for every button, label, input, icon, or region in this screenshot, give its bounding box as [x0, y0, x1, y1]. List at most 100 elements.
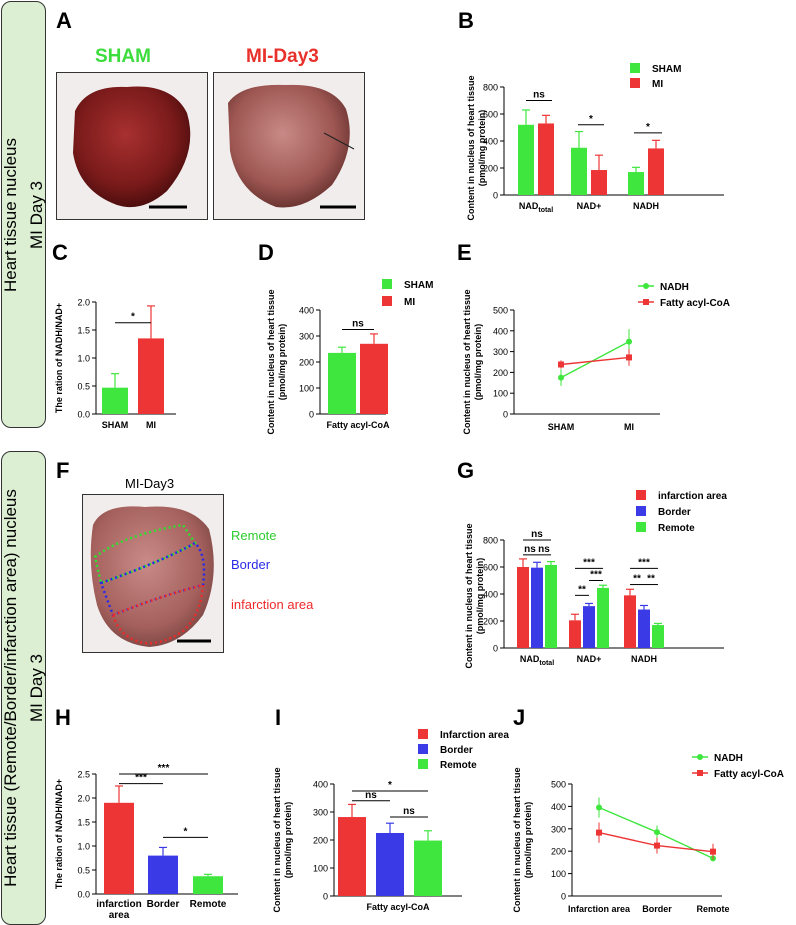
- legend-swatch: [636, 506, 646, 516]
- x-tick-label: Infarction area: [568, 904, 631, 914]
- legend-swatch: [418, 744, 428, 754]
- x-tick-label: infarction: [96, 899, 142, 910]
- data-point: [596, 804, 602, 811]
- y-tick-label: 400: [493, 326, 508, 336]
- significance-label: ***: [590, 570, 602, 581]
- y-tick-label: 200: [483, 617, 498, 627]
- y-tick-label: 100: [551, 869, 566, 879]
- chart-b: 0 200 400 600 800 Content in nucleus of heart…: [466, 63, 724, 221]
- y-tick-label: 100: [313, 864, 328, 874]
- y-axis-label-unit: (pmol/mg protein): [477, 110, 487, 187]
- y-tick-label: 0: [493, 644, 498, 654]
- panel-f-title: MI-Day3: [125, 476, 175, 491]
- y-tick-label: 0: [309, 410, 314, 420]
- chart-j: 0 100 200 300 400 500 Content in nucleus of he…: [512, 753, 784, 914]
- bar: [148, 855, 178, 894]
- sidebar-bottom-line1: Heart tissue (Remote/Border/infarction a…: [0, 489, 20, 887]
- mi-photo-title: MI-Day3: [246, 46, 319, 67]
- data-point: [710, 848, 716, 855]
- data-point: [596, 829, 602, 836]
- legend-swatch: [630, 63, 640, 73]
- y-tick-label: 200: [493, 368, 508, 378]
- x-tick-label: NAD+: [577, 654, 602, 664]
- y-axis-label: Content in nucleus of heart tissue: [466, 75, 476, 220]
- panel-label-i: I: [275, 705, 282, 730]
- x-tick-label: Remote: [190, 899, 227, 910]
- legend-marker: [697, 754, 703, 760]
- sidebar-top-line1: Heart tissue nucleus: [0, 137, 20, 292]
- remote-label: Remote: [231, 528, 277, 543]
- y-tick-label: 500: [493, 306, 508, 316]
- panel-label-g: G: [457, 458, 475, 483]
- legend-swatch: [418, 759, 428, 769]
- legend-swatch: [636, 490, 646, 500]
- y-axis-label: Content in nucleus of heart tissue: [266, 289, 276, 434]
- bar: [545, 564, 557, 648]
- significance-label: ***: [135, 773, 147, 784]
- legend-swatch: [630, 78, 640, 88]
- y-tick-label: 200: [299, 358, 314, 368]
- y-tick-label: 500: [551, 780, 566, 790]
- legend-swatch: [382, 279, 392, 289]
- legend-marker: [697, 770, 703, 776]
- significance-label: ns: [531, 529, 543, 540]
- y-tick-label: 0.0: [77, 890, 90, 900]
- y-tick-label: 1.0: [77, 354, 90, 364]
- bar: [652, 625, 664, 648]
- legend-marker: [643, 299, 649, 305]
- x-tick-label: MI: [624, 422, 634, 432]
- y-tick-label: 2.0: [77, 794, 90, 804]
- mi-heart-photo: [213, 72, 365, 220]
- sidebar-top: Heart tissue nucleus MI Day 3: [1, 1, 46, 428]
- legend-label: MI: [652, 79, 663, 90]
- bar: [571, 147, 587, 195]
- y-tick-label: 300: [313, 808, 328, 818]
- y-tick-label: 400: [483, 137, 498, 147]
- y-tick-label: 400: [313, 780, 328, 790]
- y-tick-label: 1.0: [77, 842, 90, 852]
- bar: [328, 352, 356, 414]
- x-tick-label: Fatty acyl-CoA: [326, 420, 390, 430]
- legend-swatch: [636, 522, 646, 532]
- legend-label: Fatty acyl-CoA: [660, 298, 730, 309]
- panel-label-c: C: [52, 240, 68, 265]
- bar: [569, 620, 581, 648]
- significance-label: *: [184, 826, 188, 837]
- sidebar-bottom-line2: MI Day 3: [26, 653, 46, 723]
- y-axis-label: Content in nucleus of heart tissue: [512, 767, 522, 912]
- significance-label: ***: [158, 763, 170, 774]
- bar: [597, 587, 609, 648]
- series-line: [560, 356, 630, 366]
- panel-label-j: J: [513, 705, 526, 730]
- y-axis-label-unit: (pmol/mg protein): [475, 558, 485, 635]
- panel-label-h: H: [55, 705, 71, 730]
- data-point: [626, 354, 632, 361]
- bar: [102, 387, 128, 414]
- legend-label: NADH: [714, 753, 743, 764]
- y-tick-label: 600: [483, 110, 498, 120]
- data-point: [558, 374, 564, 381]
- panel-label-d: D: [258, 240, 274, 265]
- bar: [518, 124, 534, 195]
- x-tick-label: SHAM: [102, 420, 129, 430]
- y-tick-label: 100: [493, 389, 508, 399]
- chart-h: 0.0 0.5 1.0 1.5 2.0 2.5 The ration of NADH/NAD…: [54, 763, 238, 921]
- legend-label: SHAM: [404, 280, 433, 291]
- legend-label: MI: [404, 297, 415, 308]
- x-tick-label: MI: [146, 420, 156, 430]
- bar: [628, 172, 644, 195]
- legend-label: Border: [440, 745, 473, 756]
- y-tick-label: 800: [483, 536, 498, 546]
- x-tick-label: Remote: [696, 904, 729, 914]
- bar: [138, 338, 164, 414]
- remote-outline: [93, 523, 197, 585]
- sham-photo-title: SHAM: [95, 46, 151, 67]
- x-tick-label: NADtotal: [520, 654, 554, 667]
- bar: [531, 567, 543, 648]
- y-tick-label: 400: [483, 590, 498, 600]
- x-tick-label: Fatty acyl-CoA: [366, 902, 430, 912]
- chart-d: 0 100 200 300 400 Content in nucleus of heart…: [266, 279, 433, 435]
- x-tick-label: NADH: [633, 201, 659, 211]
- bar: [538, 123, 554, 195]
- sidebar-top-line2: MI Day 3: [26, 180, 46, 249]
